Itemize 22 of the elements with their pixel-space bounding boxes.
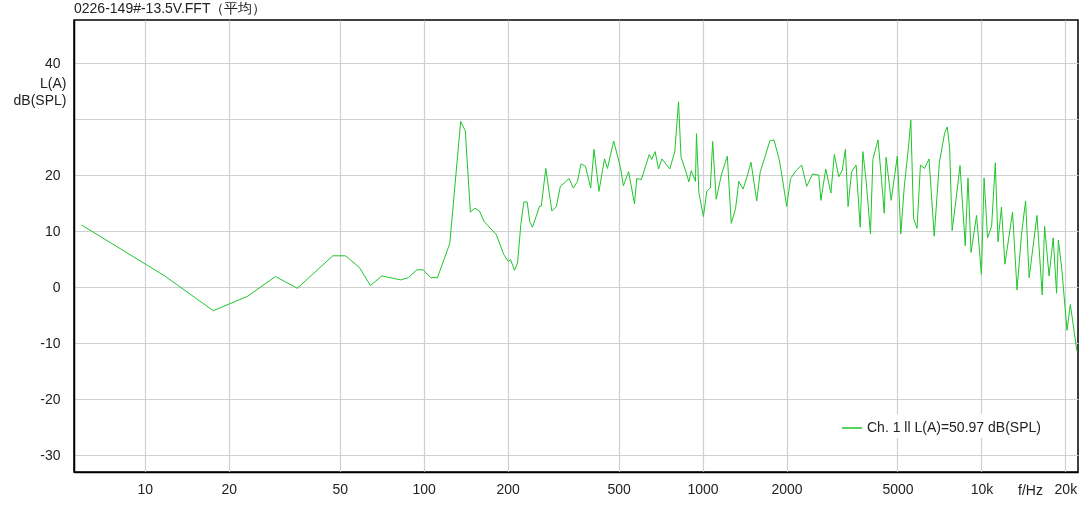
x-tick-label: 10	[137, 480, 154, 497]
y-tick-label: 10	[44, 222, 61, 239]
x-tick-label: 20	[221, 480, 238, 497]
x-tick-label: 50	[332, 480, 349, 497]
x-tick-label: 10k	[970, 480, 995, 497]
y-tick-label: -20	[40, 390, 61, 407]
legend-label: Ch. 1 ll L(A)=50.97 dB(SPL)	[867, 419, 1041, 435]
chart-title: 0226-149#-13.5V.FFT（平均）	[74, 0, 267, 16]
y-axis-title: L(A) dB(SPL)	[13, 74, 67, 108]
y-tick-label: 20	[44, 166, 61, 183]
x-tick-label: 20k	[1054, 480, 1079, 497]
x-tick-label: 5000	[882, 480, 914, 497]
x-tick-label: 2000	[771, 480, 803, 497]
x-tick-label: 1000	[687, 480, 719, 497]
y-tick-label: -10	[40, 334, 61, 351]
y-tick-label: -30	[40, 446, 61, 463]
x-tick-label: 500	[607, 480, 632, 497]
x-tick-label: 200	[496, 480, 521, 497]
x-axis-title: f/Hz	[1018, 481, 1043, 498]
x-tick-label: 100	[412, 480, 437, 497]
y-tick-label: 0	[52, 278, 61, 295]
y-tick-label: 40	[44, 54, 61, 71]
